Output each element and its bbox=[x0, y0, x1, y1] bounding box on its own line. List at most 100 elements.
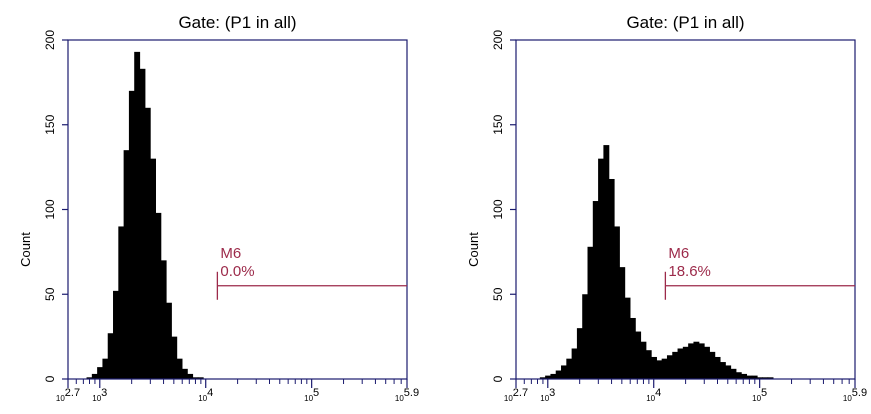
y-tick-label: 0 bbox=[43, 375, 57, 382]
histogram-bar bbox=[762, 377, 769, 379]
histogram-bar bbox=[555, 370, 562, 379]
x-tick-exponent: 3 bbox=[549, 387, 555, 399]
x-tick-base: 10 bbox=[843, 394, 852, 403]
x-tick-base: 10 bbox=[646, 394, 655, 403]
histogram-bar bbox=[107, 333, 114, 379]
x-tick-exponent: 2.7 bbox=[513, 387, 528, 399]
x-tick-base: 10 bbox=[395, 394, 404, 403]
y-axis-label: Count bbox=[466, 232, 481, 267]
y-tick-label: 200 bbox=[491, 30, 505, 50]
marker-name: M6 bbox=[220, 245, 241, 262]
histogram-bar bbox=[624, 297, 631, 379]
histogram-bar bbox=[134, 51, 141, 380]
histogram-bar bbox=[598, 158, 604, 379]
x-tick-label: 105.9 bbox=[843, 387, 867, 403]
histogram-bar bbox=[566, 358, 573, 379]
histogram-bar bbox=[677, 348, 684, 379]
histogram-bar bbox=[704, 346, 710, 379]
histogram-bar bbox=[86, 377, 93, 379]
x-tick-label: 105 bbox=[752, 387, 767, 403]
histogram-bar bbox=[682, 346, 689, 379]
histogram-bar bbox=[635, 331, 642, 379]
x-tick-base: 10 bbox=[198, 394, 207, 403]
histogram-bar bbox=[757, 377, 763, 379]
marker-name: M6 bbox=[668, 245, 689, 262]
x-tick-exponent: 4 bbox=[207, 387, 213, 399]
histogram-bar bbox=[645, 350, 652, 379]
x-tick-exponent: 4 bbox=[655, 387, 661, 399]
y-tick-label: 100 bbox=[43, 199, 57, 219]
histogram-bar bbox=[698, 343, 705, 379]
histogram-bar bbox=[118, 226, 125, 379]
histogram-bar bbox=[709, 351, 716, 379]
marker-percent: 18.6% bbox=[668, 263, 711, 280]
chart-title: Gate: (P1 in all) bbox=[178, 13, 296, 32]
x-tick-exponent: 3 bbox=[101, 387, 107, 399]
histogram-bar bbox=[603, 145, 610, 379]
histogram-bar bbox=[714, 356, 721, 379]
histogram-bar bbox=[576, 328, 583, 379]
histogram-bar bbox=[751, 375, 758, 379]
histogram-bar bbox=[735, 372, 742, 379]
x-tick-base: 10 bbox=[504, 394, 513, 403]
histogram-bar bbox=[741, 373, 748, 379]
x-tick-exponent: 5 bbox=[313, 387, 319, 399]
x-tick-label: 102.7 bbox=[504, 387, 528, 403]
x-tick-label: 103 bbox=[92, 387, 107, 403]
histogram-bar bbox=[651, 356, 657, 379]
x-tick-base: 10 bbox=[92, 394, 101, 403]
x-tick-base: 10 bbox=[540, 394, 549, 403]
histogram-bar bbox=[91, 373, 98, 379]
histogram-bar bbox=[192, 377, 199, 379]
histogram-bar bbox=[97, 367, 104, 379]
histogram-bar bbox=[661, 358, 668, 379]
histogram-bar bbox=[160, 260, 167, 379]
histogram-bar bbox=[725, 365, 732, 379]
histogram-bar bbox=[171, 336, 178, 380]
y-tick-label: 150 bbox=[491, 114, 505, 134]
marker-percent: 0.0% bbox=[220, 263, 254, 280]
x-tick-exponent: 5 bbox=[761, 387, 767, 399]
histogram-bar bbox=[539, 377, 546, 379]
histogram-bar bbox=[139, 68, 146, 379]
y-tick-label: 0 bbox=[491, 375, 505, 382]
histogram-bar bbox=[545, 375, 552, 379]
histogram-bar bbox=[123, 150, 130, 379]
histogram-bar bbox=[592, 201, 599, 379]
x-tick-exponent: 2.7 bbox=[65, 387, 80, 399]
x-tick-label: 105 bbox=[304, 387, 319, 403]
y-tick-label: 100 bbox=[491, 199, 505, 219]
histogram-bar bbox=[730, 368, 737, 379]
plot-frame bbox=[515, 39, 856, 380]
histogram-bar bbox=[144, 107, 151, 380]
histogram-bar bbox=[619, 267, 626, 379]
y-tick-label: 150 bbox=[43, 114, 57, 134]
histogram-bar bbox=[693, 341, 700, 379]
histogram-bar bbox=[197, 377, 204, 379]
y-tick-label: 50 bbox=[491, 287, 505, 301]
x-tick-base: 10 bbox=[56, 394, 65, 403]
histogram-bar bbox=[608, 178, 615, 379]
y-tick-label: 200 bbox=[43, 30, 57, 50]
y-tick-label: 50 bbox=[43, 287, 57, 301]
x-tick-label: 105.9 bbox=[395, 387, 419, 403]
histogram-bar bbox=[165, 302, 172, 379]
y-axis-label: Count bbox=[18, 232, 33, 267]
histogram-bar bbox=[629, 317, 636, 379]
histogram-bar bbox=[571, 348, 578, 379]
x-tick-base: 10 bbox=[304, 394, 313, 403]
histogram-bar bbox=[187, 373, 194, 379]
histogram-bar bbox=[672, 351, 679, 379]
x-tick-base: 10 bbox=[752, 394, 761, 403]
histogram-bar bbox=[767, 377, 774, 379]
histogram-bar bbox=[561, 365, 567, 379]
histogram-bar bbox=[176, 358, 183, 379]
x-tick-exponent: 5.9 bbox=[404, 387, 419, 399]
x-tick-exponent: 5.9 bbox=[852, 387, 867, 399]
histogram-bar bbox=[150, 158, 156, 379]
histogram-bar bbox=[102, 358, 109, 379]
histogram-bar bbox=[666, 355, 673, 379]
histogram-bar bbox=[587, 246, 594, 379]
